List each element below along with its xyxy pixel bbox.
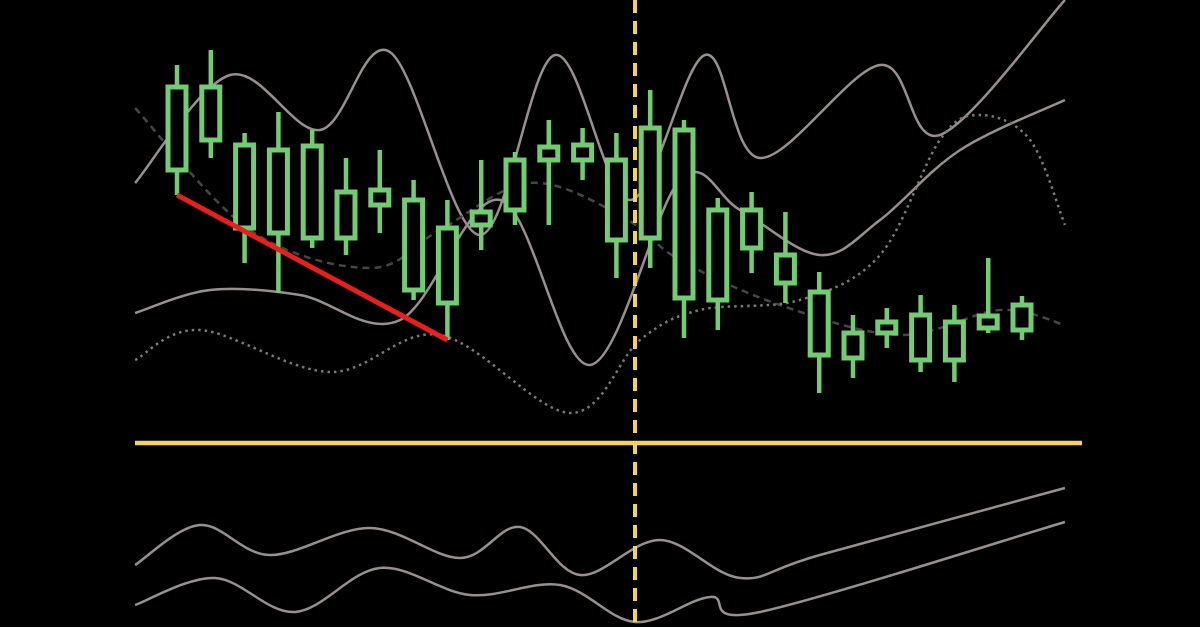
candle-body: [300, 143, 324, 241]
band-line-3: [134, 107, 1066, 337]
candle-body: [266, 147, 290, 236]
oscillator-line-1: [134, 486, 1066, 580]
candle-body: [233, 142, 257, 231]
candle-body: [604, 157, 628, 243]
candle-body: [435, 225, 459, 306]
candle-body: [942, 319, 966, 363]
candle-body: [841, 330, 865, 361]
candle-body: [469, 209, 493, 228]
candle-body: [503, 157, 527, 213]
candle-body: [368, 187, 392, 208]
band-line-2: [134, 98, 1066, 367]
candle-body: [165, 84, 189, 173]
candle-body: [1010, 302, 1034, 333]
oscillator-line-2: [134, 520, 1066, 624]
price-bands: [134, 0, 1067, 415]
candle-body: [773, 252, 797, 286]
candle-body: [807, 289, 831, 358]
candle-body: [740, 207, 764, 251]
candle-body: [706, 207, 730, 303]
candle-body: [334, 189, 358, 241]
band-line-1: [134, 0, 1066, 237]
candle-body: [875, 319, 899, 336]
candle-body: [638, 125, 662, 241]
guides: [135, 0, 1082, 627]
candles: [165, 50, 1034, 393]
trendline: [175, 192, 449, 343]
candle-body: [909, 312, 933, 363]
candle-body: [571, 142, 595, 163]
candle-body: [402, 197, 426, 293]
candle-body: [537, 144, 561, 163]
candle-body: [672, 127, 696, 301]
candle-body: [976, 313, 1000, 331]
oscillator-panel: [134, 486, 1066, 624]
candle-body: [199, 84, 223, 143]
